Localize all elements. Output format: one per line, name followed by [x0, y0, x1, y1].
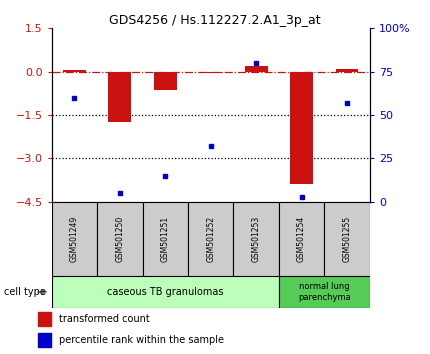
Text: GSM501253: GSM501253: [252, 216, 261, 262]
Text: GSM501254: GSM501254: [297, 216, 306, 262]
Bar: [38, 333, 51, 347]
Bar: [52, 202, 97, 276]
Bar: [290, 72, 313, 184]
Bar: [97, 202, 142, 276]
Bar: [336, 69, 359, 72]
Bar: [279, 202, 324, 276]
Bar: [324, 202, 370, 276]
Text: GSM501252: GSM501252: [206, 216, 215, 262]
Bar: [188, 202, 233, 276]
Bar: [63, 70, 86, 72]
Bar: [200, 72, 222, 73]
Bar: [142, 202, 188, 276]
Bar: [38, 312, 51, 326]
Text: normal lung
parenchyma: normal lung parenchyma: [298, 282, 351, 302]
Text: GSM501251: GSM501251: [161, 216, 170, 262]
Bar: [233, 202, 279, 276]
Text: GSM501255: GSM501255: [343, 216, 352, 262]
Text: transformed count: transformed count: [59, 314, 150, 324]
Bar: [154, 72, 177, 90]
Text: cell type: cell type: [4, 287, 46, 297]
Bar: [52, 276, 279, 308]
Text: caseous TB granulomas: caseous TB granulomas: [107, 287, 224, 297]
Text: GSM501249: GSM501249: [70, 216, 79, 262]
Bar: [108, 72, 131, 122]
Text: GSM501250: GSM501250: [115, 216, 124, 262]
Bar: [279, 276, 370, 308]
Bar: [245, 66, 267, 72]
Text: GDS4256 / Hs.112227.2.A1_3p_at: GDS4256 / Hs.112227.2.A1_3p_at: [109, 14, 321, 27]
Text: percentile rank within the sample: percentile rank within the sample: [59, 335, 224, 345]
